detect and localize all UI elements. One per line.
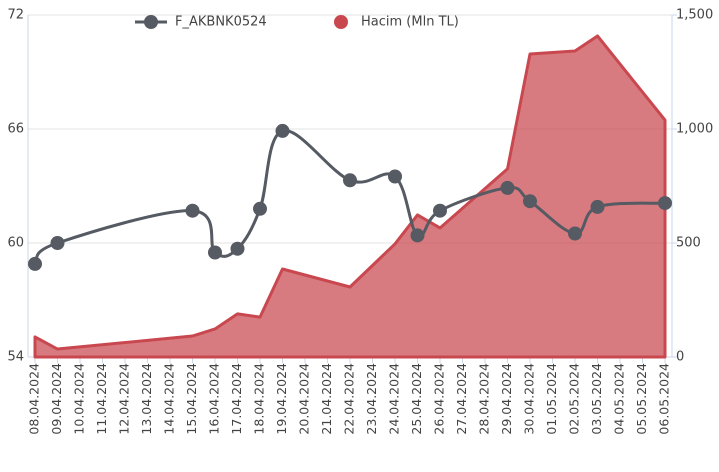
- legend-symbol: [144, 15, 158, 29]
- price-line: [33, 129, 666, 265]
- y-tick-label: 66: [7, 122, 24, 137]
- price-point: [185, 203, 200, 218]
- price-point: [275, 123, 290, 138]
- y2-tick-label: 0: [676, 350, 684, 365]
- legend-symbol: [334, 15, 348, 29]
- x-tick-label: 19.04.2024: [274, 363, 289, 435]
- y2-tick-label: 1,000: [676, 122, 713, 137]
- x-tick-label: 17.04.2024: [229, 363, 244, 435]
- x-tick-label: 23.04.2024: [364, 363, 379, 435]
- x-tick-label: 09.04.2024: [49, 363, 64, 435]
- x-tick-label: 24.04.2024: [387, 363, 402, 435]
- x-tick-label: 01.05.2024: [544, 363, 559, 435]
- legend-item: F_AKBNK0524: [135, 15, 267, 30]
- price-point: [433, 203, 447, 218]
- x-tick-label: 28.04.2024: [477, 363, 492, 435]
- x-tick-label: 30.04.2024: [522, 363, 537, 435]
- y2-tick-label: 500: [676, 236, 701, 251]
- legend-label: F_AKBNK0524: [175, 15, 267, 30]
- x-tick-label: 14.04.2024: [162, 363, 177, 435]
- y-tick-label: 60: [7, 236, 24, 251]
- x-tick-label: 13.04.2024: [139, 363, 154, 435]
- x-tick-label: 06.05.2024: [657, 363, 672, 435]
- x-tick-label: 08.04.2024: [27, 363, 42, 435]
- x-tick-label: 20.04.2024: [297, 363, 312, 435]
- x-tick-label: 12.04.2024: [117, 363, 132, 435]
- y-tick-label: 54: [7, 350, 24, 365]
- x-tick-label: 10.04.2024: [72, 363, 87, 435]
- price-point: [253, 201, 267, 216]
- x-tick-label: 25.04.2024: [409, 363, 424, 435]
- price-point: [208, 245, 222, 260]
- volume-area: [33, 34, 667, 359]
- x-tick-label: 21.04.2024: [319, 363, 334, 435]
- x-tick-label: 04.05.2024: [612, 363, 627, 435]
- price-point: [523, 194, 537, 209]
- x-tick-label: 27.04.2024: [454, 363, 469, 435]
- price-point: [50, 236, 65, 250]
- x-tick-label: 02.05.2024: [567, 363, 582, 435]
- y-tick-label: 72: [7, 8, 24, 23]
- x-tick-label: 29.04.2024: [499, 363, 514, 435]
- price-point: [28, 256, 42, 271]
- x-tick-label: 26.04.2024: [432, 363, 447, 435]
- price-point: [590, 199, 605, 214]
- x-tick-label: 16.04.2024: [207, 363, 222, 435]
- price-point: [658, 196, 672, 211]
- legend-label: Hacim (Mln TL): [361, 15, 459, 30]
- price-point: [343, 173, 357, 188]
- price-point: [388, 169, 402, 184]
- x-tick-label: 15.04.2024: [184, 363, 199, 435]
- price-point: [568, 226, 582, 241]
- price-point: [410, 228, 425, 243]
- x-tick-label: 22.04.2024: [342, 363, 357, 435]
- x-tick-label: 18.04.2024: [252, 363, 267, 435]
- x-tick-label: 11.04.2024: [94, 363, 109, 435]
- y2-tick-label: 1,500: [676, 8, 713, 23]
- x-tick-label: 05.05.2024: [634, 363, 649, 435]
- price-point: [500, 180, 515, 195]
- legend-item: Hacim (Mln TL): [334, 15, 459, 30]
- x-tick-label: 03.05.2024: [589, 363, 604, 435]
- price-point: [230, 241, 245, 256]
